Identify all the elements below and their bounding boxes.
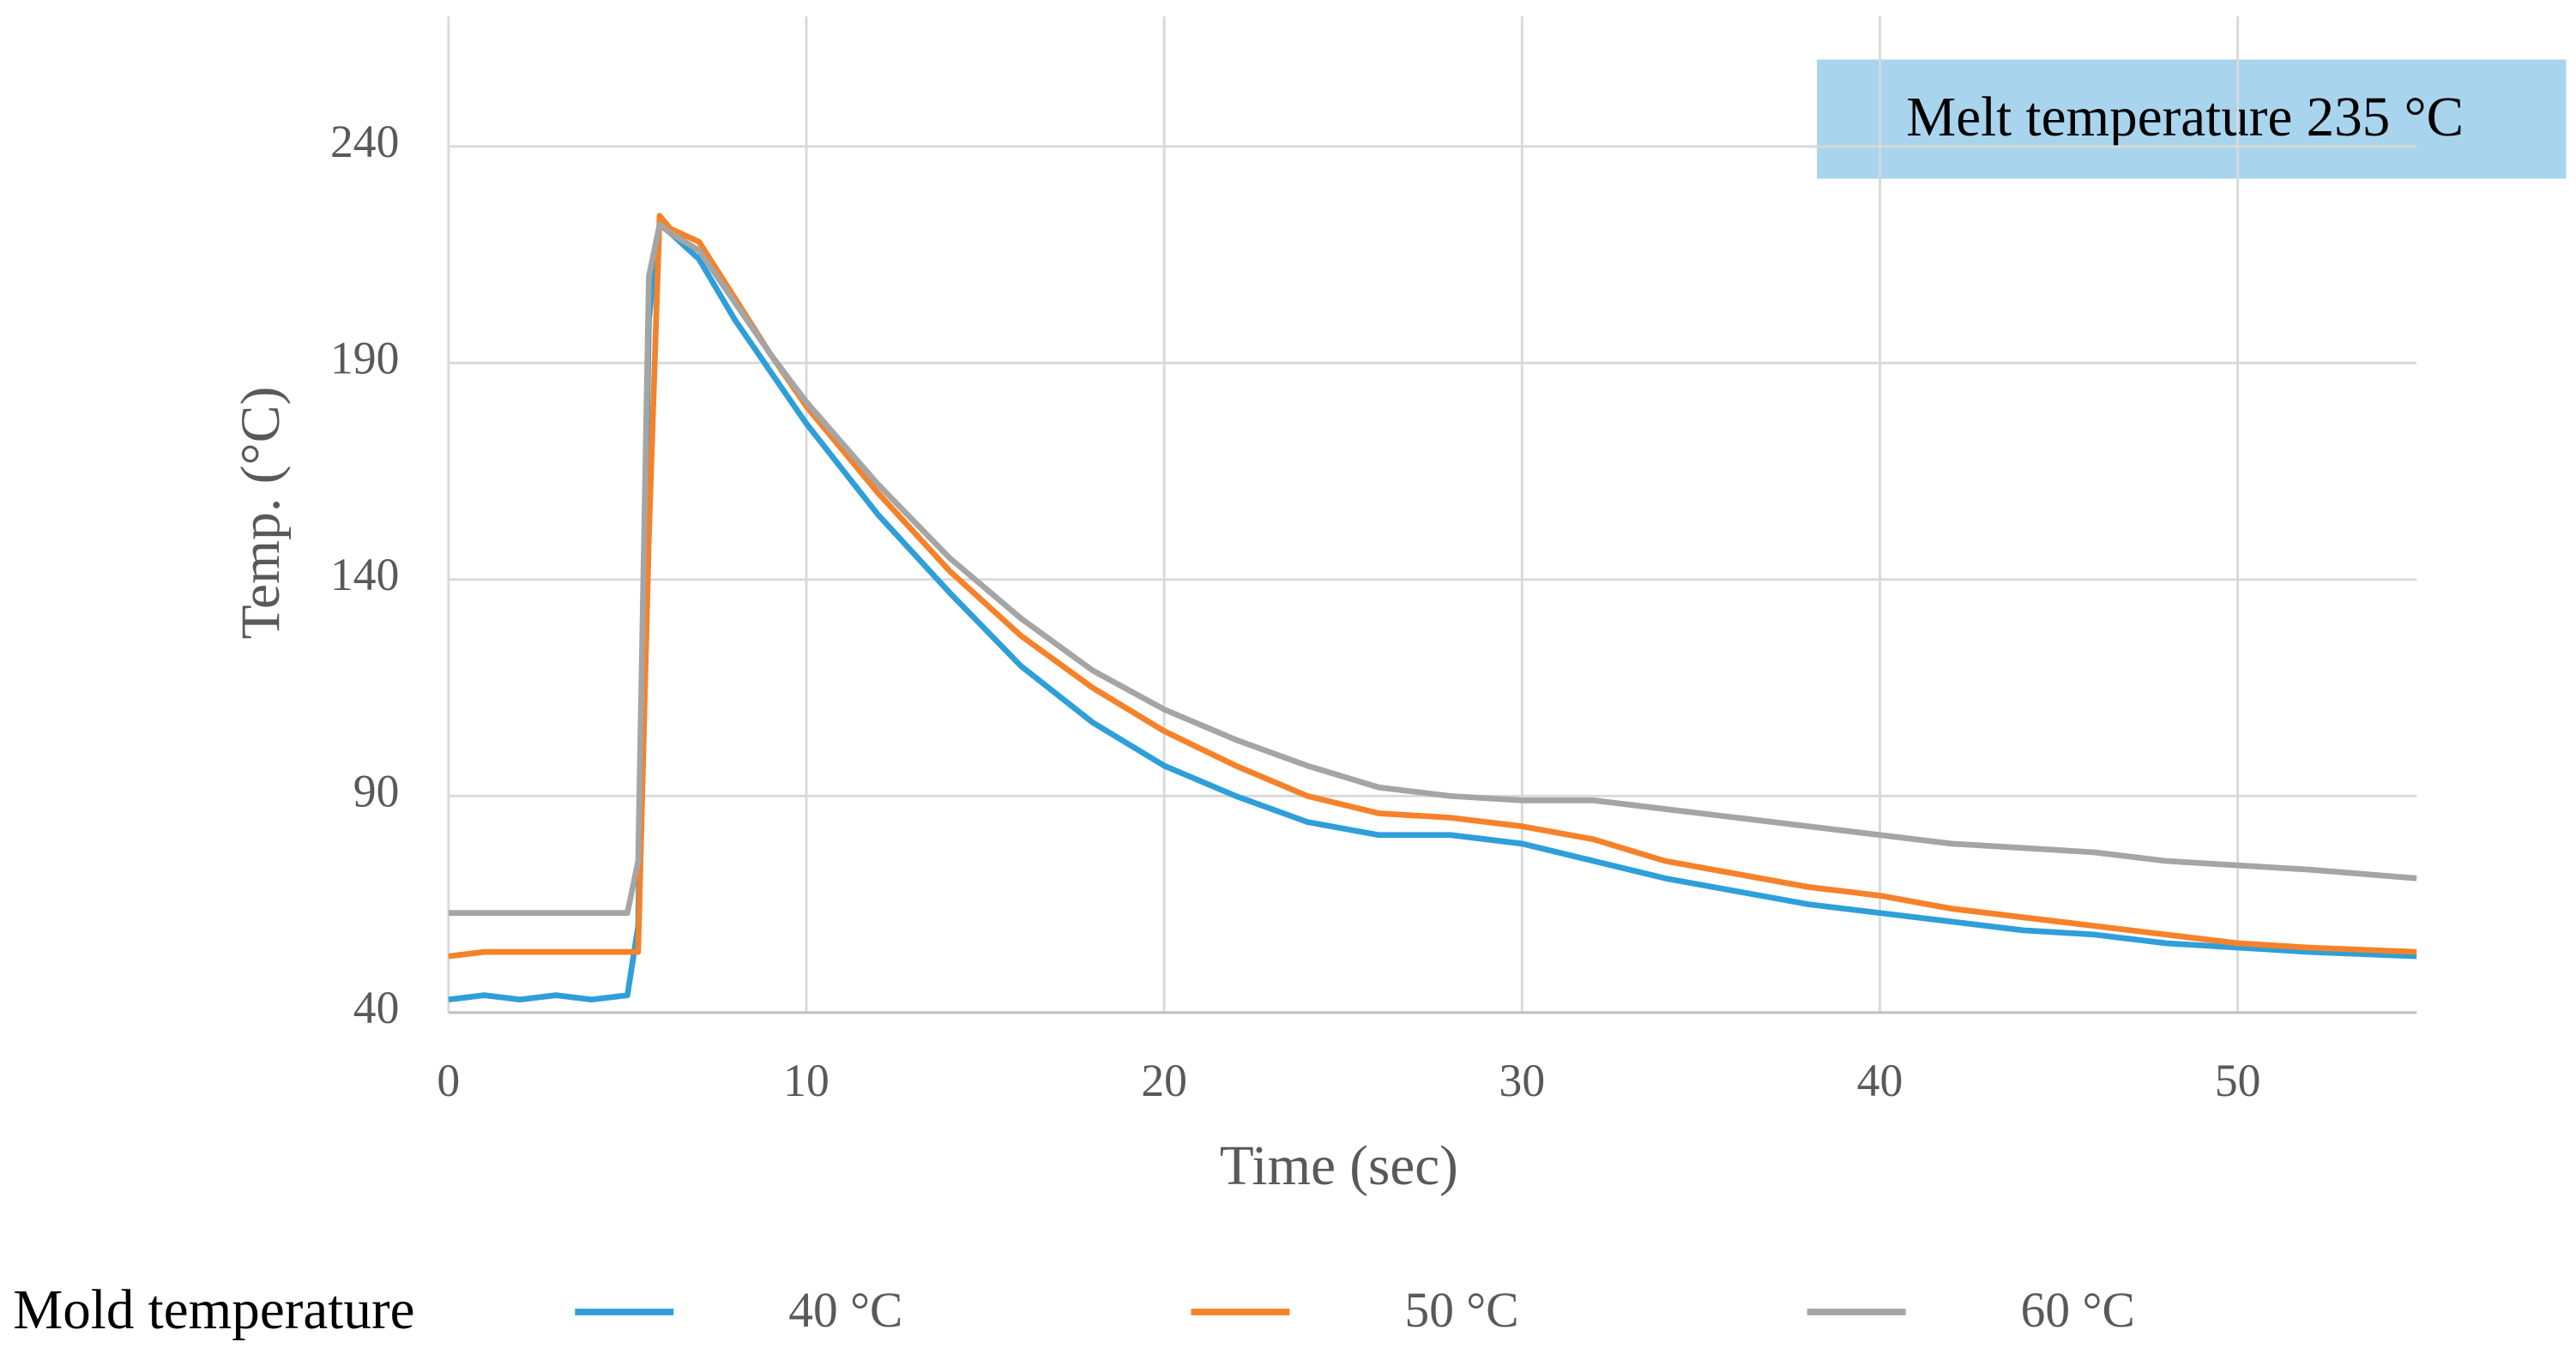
y-tick-label: 40 <box>353 982 400 1033</box>
x-tick-label: 10 <box>783 1055 830 1106</box>
x-tick-label: 20 <box>1141 1055 1187 1106</box>
annotation-box <box>1817 59 2567 179</box>
x-tick-label: 50 <box>2215 1055 2261 1106</box>
x-tick-label: 0 <box>437 1055 460 1106</box>
series-line <box>448 221 2417 1003</box>
x-tick-label: 40 <box>1857 1055 1903 1106</box>
x-tick-label: 30 <box>1499 1055 1546 1106</box>
legend-label: 60 °C <box>2021 1284 2135 1338</box>
legend-label: 50 °C <box>1404 1284 1518 1338</box>
y-tick-label: 90 <box>353 766 400 817</box>
legend-title: Mold temperature <box>13 1279 414 1341</box>
annotation: Melt temperature 235 °C <box>1906 87 2464 148</box>
y-tick-label: 190 <box>330 333 399 384</box>
x-axis-label: Time (sec) <box>1220 1135 1458 1197</box>
legend-label: 40 °C <box>788 1284 902 1338</box>
y-tick-label: 240 <box>330 116 399 167</box>
series-line <box>448 213 2417 960</box>
y-axis-label: Temp. (°C) <box>230 387 292 640</box>
y-tick-label: 140 <box>330 549 399 600</box>
series-line <box>448 221 2417 917</box>
